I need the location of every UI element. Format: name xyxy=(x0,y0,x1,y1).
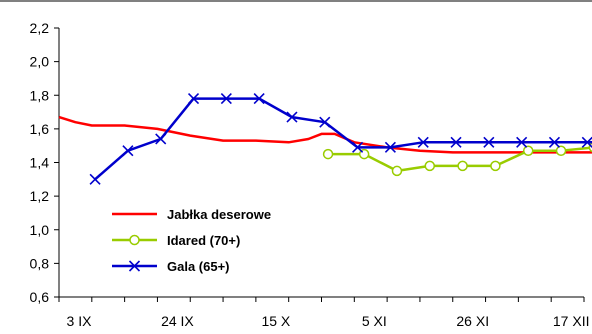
marker-stroke xyxy=(286,111,298,123)
y-tick-label: 1,2 xyxy=(30,188,50,204)
y-tick-label: 1,8 xyxy=(30,87,50,103)
y-tick-label: 1,0 xyxy=(30,222,50,238)
series-0 xyxy=(58,115,592,154)
series-2 xyxy=(89,93,592,185)
marker-stroke xyxy=(253,93,265,105)
data-point xyxy=(122,145,134,157)
x-tick-label: 5 XI xyxy=(362,313,387,329)
y-tick-label: 2,2 xyxy=(30,20,50,36)
data-point xyxy=(319,116,331,128)
marker-stroke xyxy=(483,136,495,148)
marker-stroke xyxy=(516,136,528,148)
legend-swatch-marker xyxy=(128,260,141,272)
data-point xyxy=(490,160,501,172)
data-point xyxy=(417,136,429,148)
series-1 xyxy=(322,142,592,177)
data-point xyxy=(286,111,298,123)
data-point xyxy=(89,173,101,185)
data-point xyxy=(450,136,462,148)
marker-stroke xyxy=(319,116,331,128)
marker-stroke xyxy=(128,260,141,272)
y-tick-label: 0,6 xyxy=(30,289,50,305)
data-point xyxy=(322,148,334,160)
series-layer xyxy=(58,93,592,185)
y-tick-label: 1,4 xyxy=(30,155,50,171)
data-point xyxy=(516,136,528,148)
marker-stroke xyxy=(187,93,200,105)
legend-swatch-marker xyxy=(129,234,140,246)
data-point xyxy=(155,133,167,145)
y-tick-label: 2,0 xyxy=(30,54,50,70)
legend: Jabłka deserowe Idared (70+) Gala (65+) xyxy=(112,207,271,274)
x-tick-label: 24 IX xyxy=(161,313,194,329)
data-point xyxy=(384,141,396,153)
marker-stroke xyxy=(548,136,561,148)
x-tick-label: 17 XII xyxy=(553,313,590,329)
marker-stroke xyxy=(220,93,232,105)
legend-item: Gala (65+) xyxy=(112,259,230,274)
marker-stroke xyxy=(450,136,462,148)
y-tick-label: 1,6 xyxy=(30,121,50,137)
series-line xyxy=(58,115,592,154)
x-tick-label: 26 XI xyxy=(456,313,489,329)
legend-label: Idared (70+) xyxy=(167,233,240,248)
legend-item: Jabłka deserowe xyxy=(112,207,271,222)
data-point xyxy=(555,145,567,156)
marker-stroke xyxy=(384,141,396,153)
data-point xyxy=(581,136,592,148)
data-point xyxy=(548,136,561,148)
legend-label: Jabłka deserowe xyxy=(167,207,271,222)
y-tick-label: 0,8 xyxy=(30,255,50,271)
legend-label: Gala (65+) xyxy=(167,259,230,274)
data-point xyxy=(391,165,403,177)
marker-stroke xyxy=(417,136,429,148)
data-point xyxy=(457,160,468,172)
data-point xyxy=(522,145,534,156)
data-point xyxy=(352,141,364,153)
legend-item: Idared (70+) xyxy=(112,233,240,248)
data-point xyxy=(483,136,495,148)
marker-stroke xyxy=(155,133,167,145)
x-tick-label: 15 X xyxy=(261,313,290,329)
x-tick-label: 3 IX xyxy=(67,313,93,329)
marker-stroke xyxy=(581,136,592,148)
series-line xyxy=(328,146,592,173)
data-point xyxy=(187,93,200,105)
marker-stroke xyxy=(122,145,134,157)
data-point xyxy=(424,160,436,172)
data-point xyxy=(253,93,265,105)
marker-stroke xyxy=(352,141,364,153)
data-point xyxy=(220,93,232,105)
marker-stroke xyxy=(89,173,101,185)
